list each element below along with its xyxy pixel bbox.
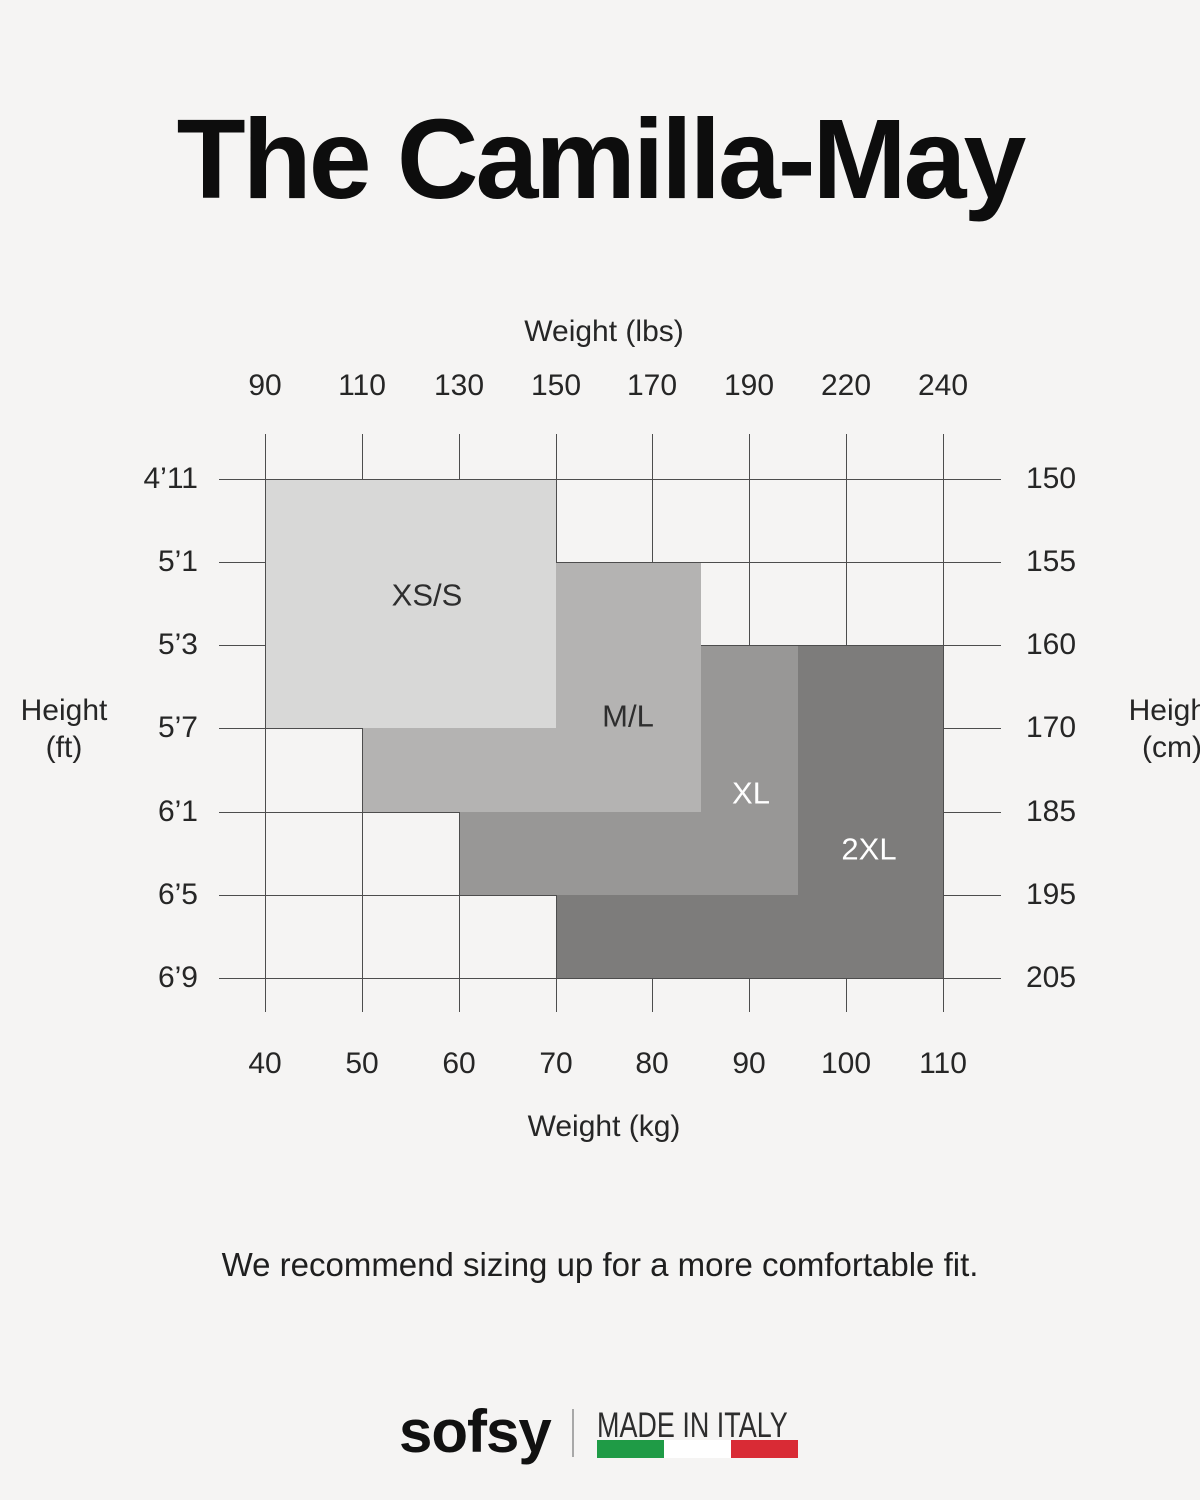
tick-kg-60: 60 [442,1047,476,1080]
tick-cm-160: 160 [1026,628,1077,661]
tick-ft-5-7: 5’7 [157,711,198,744]
italy-flag-white-stripe [664,1440,731,1458]
axis-title-height-cm-line2: (cm) [1142,731,1200,764]
axis-title-height-ft: Height (ft) [8,692,120,766]
tick-lbs-220: 220 [820,369,872,402]
size-label-ml: M/L [602,698,654,734]
tick-lbs-90: 90 [248,369,282,402]
made-in-italy-label: MADE IN ITALY [597,1406,788,1445]
axis-title-height-ft-line1: Height [20,694,108,727]
tick-cm-205: 205 [1026,961,1077,994]
tick-kg-40: 40 [248,1047,282,1080]
tick-kg-110: 110 [919,1047,967,1080]
size-region-xss [266,480,556,728]
italy-flag-icon [597,1440,798,1458]
tick-lbs-110: 110 [338,369,386,402]
tick-lbs-150: 150 [530,369,582,402]
tick-lbs-130: 130 [433,369,485,402]
brand-logo: sofsy [399,1398,552,1465]
axis-title-weight-kg: Weight (kg) [527,1110,681,1143]
tick-kg-80: 80 [635,1047,669,1080]
tick-lbs-190: 190 [723,369,775,402]
grid-line-vertical [943,434,944,1012]
tick-ft-6-9: 6’9 [157,961,198,994]
tick-ft-6-1: 6’1 [157,795,198,828]
grid-line-vertical [265,434,266,1012]
tick-lbs-240: 240 [917,369,969,402]
tick-cm-155: 155 [1026,545,1077,578]
tick-ft-5-3: 5’3 [157,628,198,661]
size-label-xl: XL [732,775,770,811]
tick-kg-50: 50 [345,1047,379,1080]
grid-line-horizontal [219,479,1001,480]
divider [572,1409,574,1457]
grid-line-horizontal [219,562,1001,563]
tick-cm-185: 185 [1026,795,1077,828]
size-label-xss: XS/S [391,577,463,613]
tick-lbs-170: 170 [626,369,678,402]
tick-ft-5-1: 5’1 [157,545,198,578]
axis-title-weight-lbs: Weight (lbs) [524,315,684,348]
tick-cm-195: 195 [1026,878,1077,911]
tick-ft-4-11: 4’11 [143,462,199,495]
tick-kg-100: 100 [820,1047,872,1080]
size-label-2xl: 2XL [841,831,897,867]
sizing-note: We recommend sizing up for a more comfor… [221,1246,979,1283]
tick-ft-6-5: 6’5 [157,878,198,911]
axis-title-height-cm: Height (cm) [1112,692,1200,766]
axis-title-height-cm-line1: Height [1128,694,1200,727]
tick-kg-70: 70 [539,1047,573,1080]
grid-line-horizontal [219,978,1001,979]
tick-cm-170: 170 [1026,711,1077,744]
axis-title-height-ft-line2: (ft) [45,731,83,764]
tick-cm-150: 150 [1026,462,1077,495]
tick-kg-90: 90 [732,1047,766,1080]
italy-flag-green-stripe [597,1440,664,1458]
page-title: The Camilla-May [176,96,1027,222]
italy-flag-red-stripe [731,1440,798,1458]
